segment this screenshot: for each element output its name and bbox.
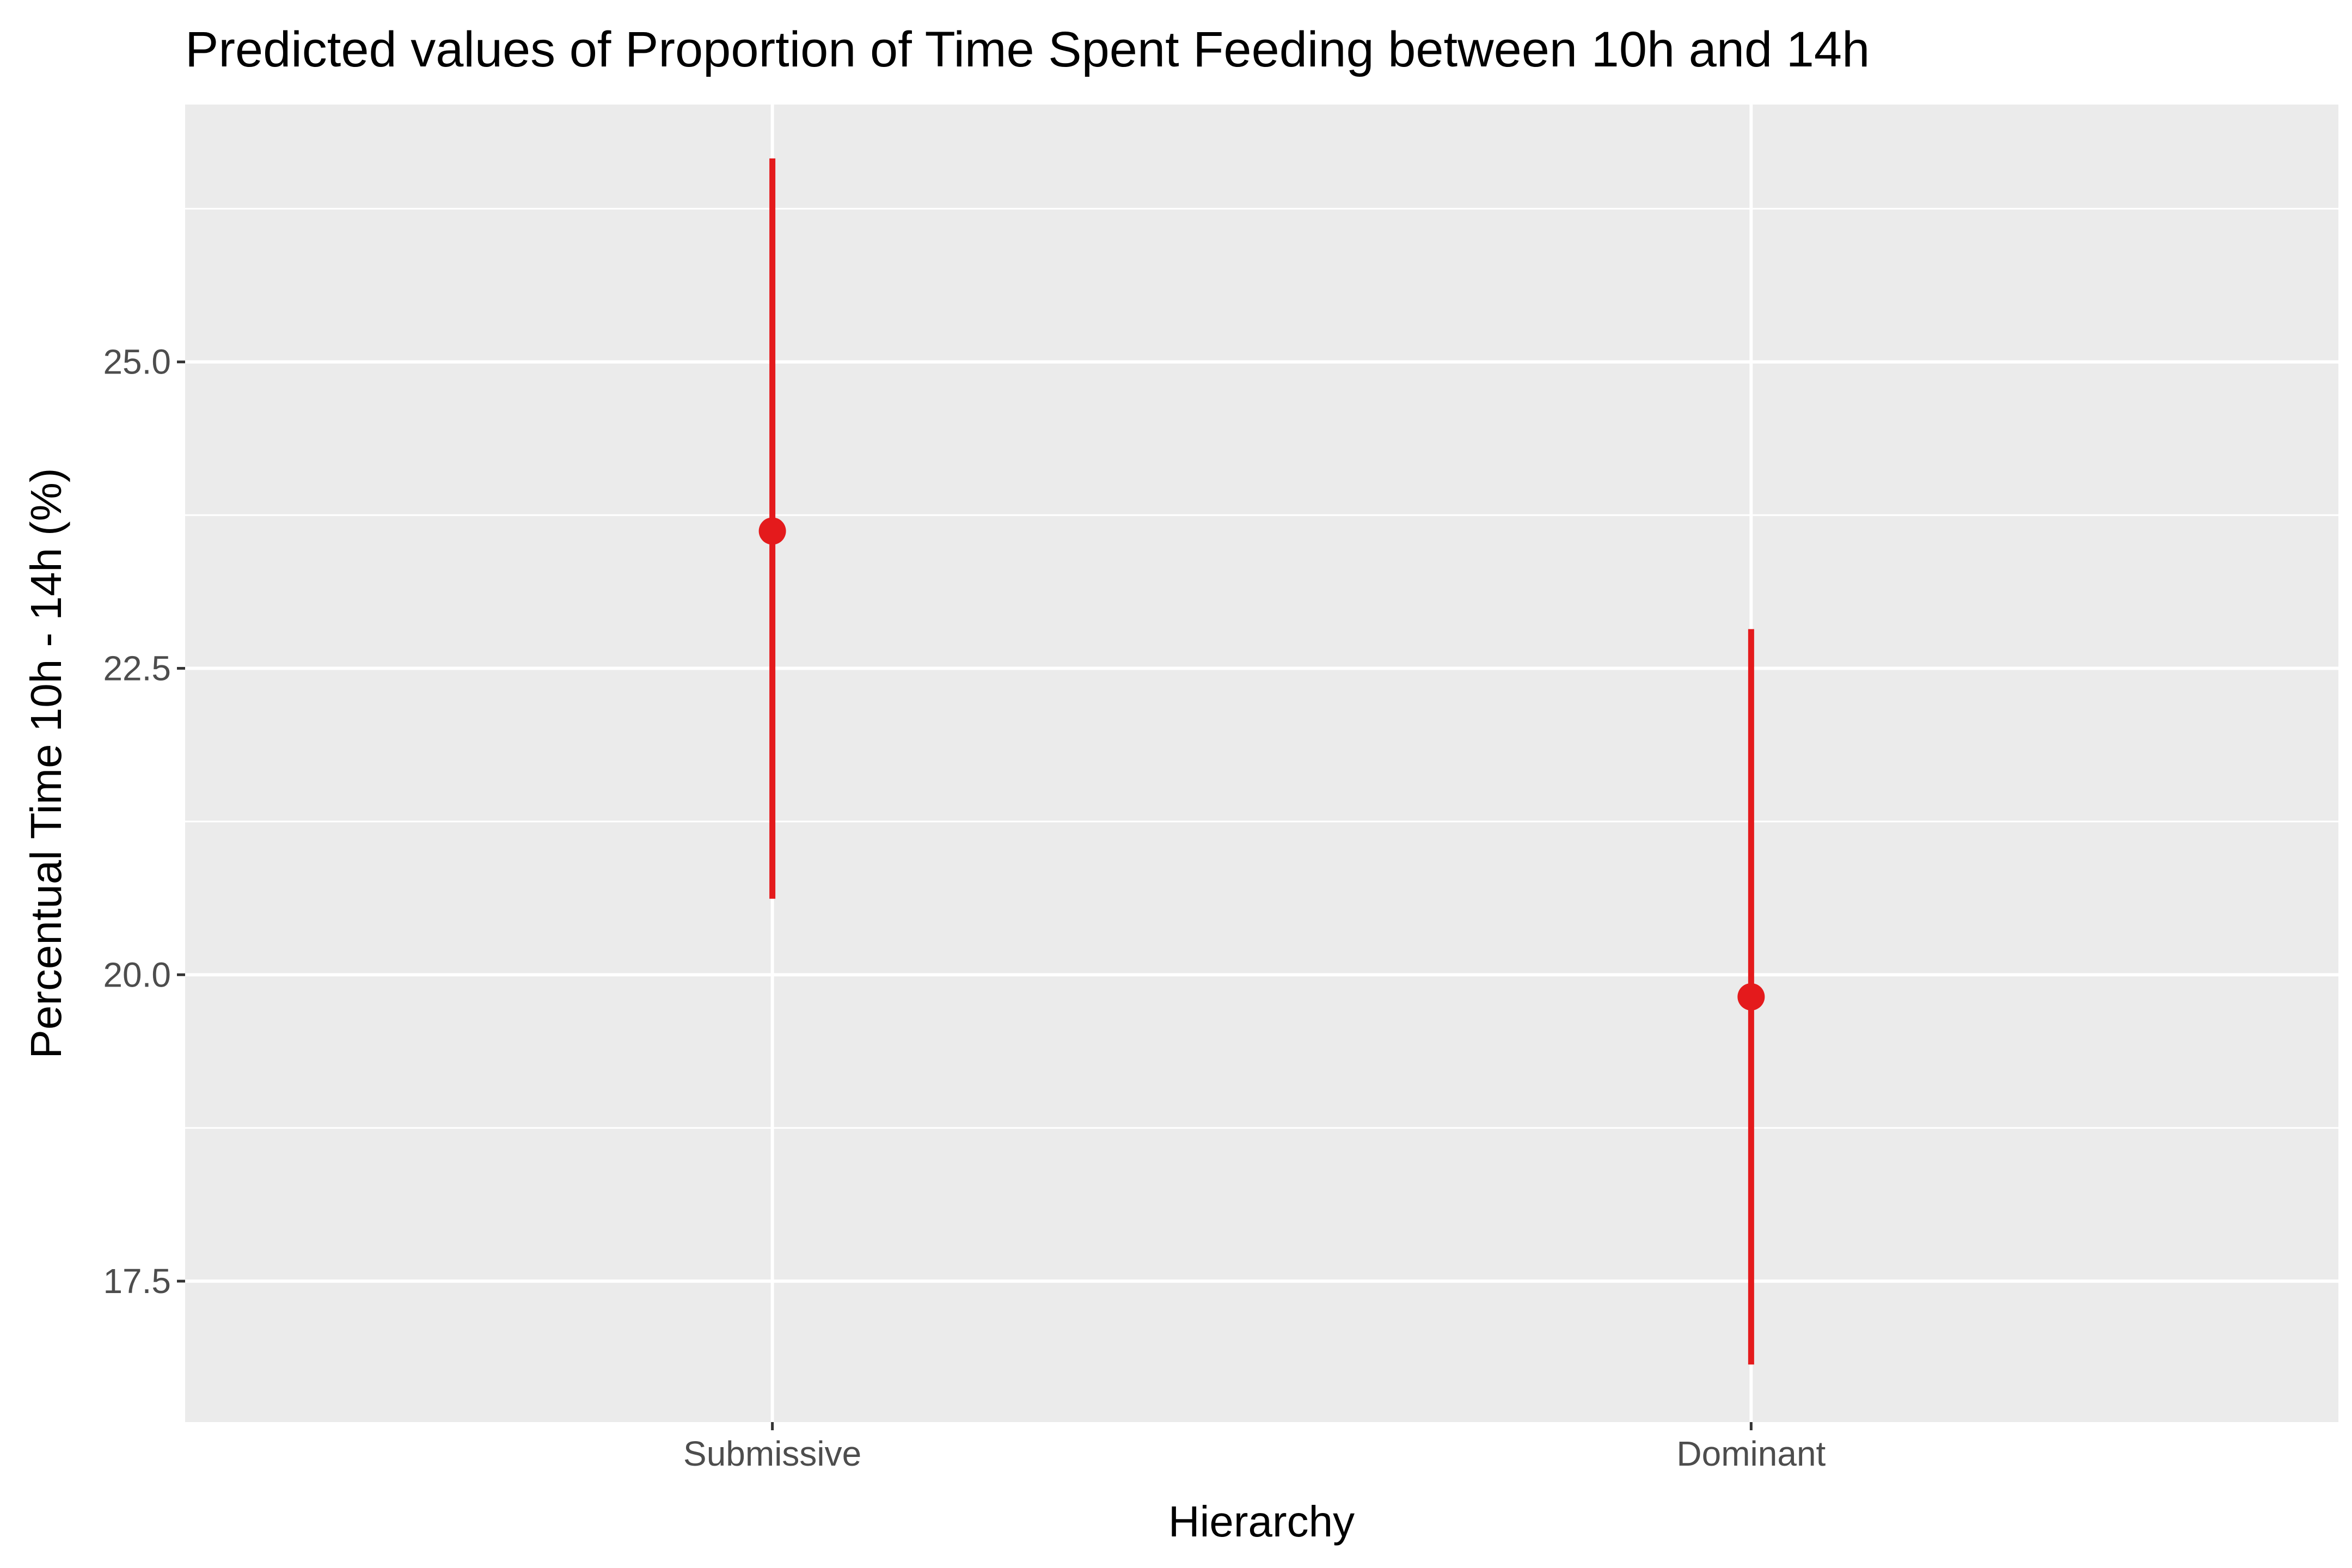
x-tick-label: Submissive [683, 1434, 861, 1473]
y-axis: 17.5 20.0 22.5 25.0 [103, 342, 185, 1301]
x-axis-title: Hierarchy [1168, 1497, 1355, 1546]
y-tick-label: 25.0 [103, 342, 171, 382]
y-tick-label: 17.5 [103, 1261, 171, 1301]
chart-title: Predicted values of Proportion of Time S… [185, 22, 1870, 77]
y-tick-label: 22.5 [103, 649, 171, 688]
x-tick-label: Dominant [1676, 1434, 1826, 1473]
y-axis-title: Percentual Time 10h - 14h (%) [22, 468, 70, 1059]
data-marks [758, 158, 1765, 1365]
point-submissive [758, 517, 786, 545]
plot-panel [185, 105, 2338, 1422]
y-tick-label: 20.0 [103, 955, 171, 994]
x-axis: Submissive Dominant [683, 1422, 1826, 1473]
point-dominant [1737, 983, 1765, 1010]
